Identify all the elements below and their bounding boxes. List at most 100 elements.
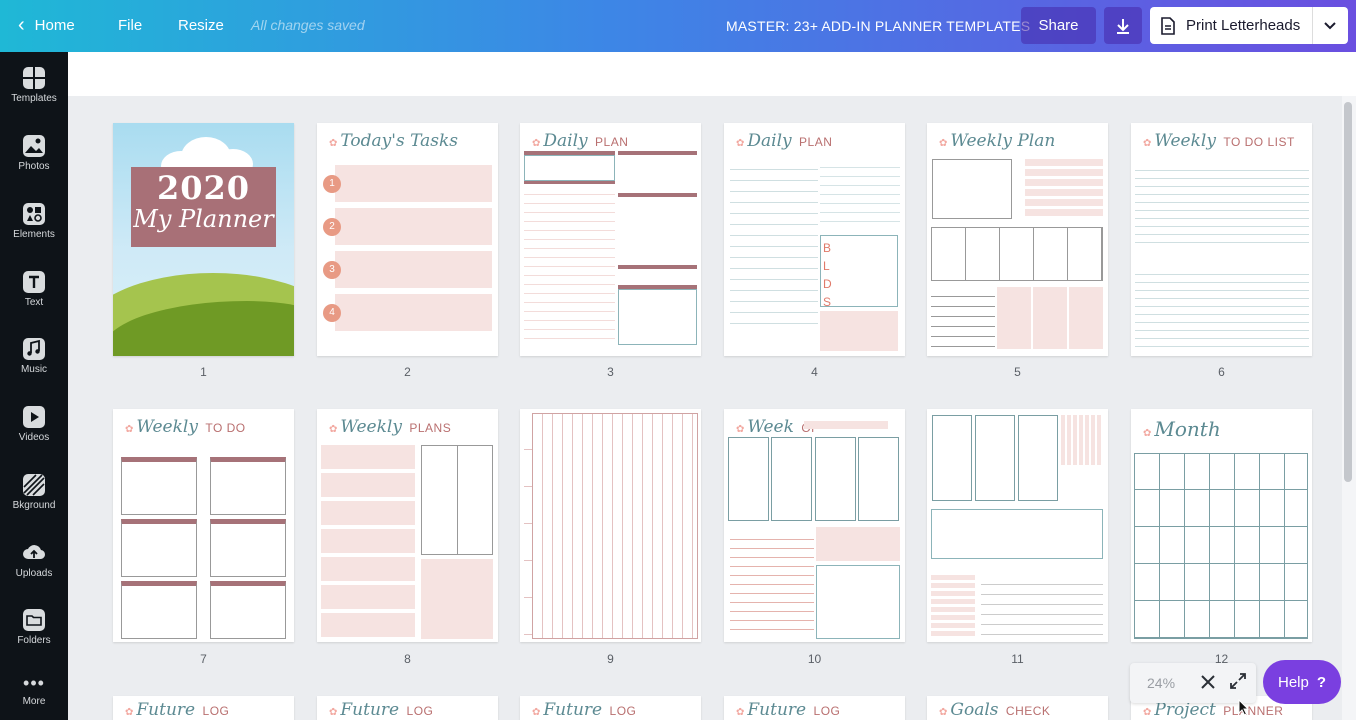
page-title: ✿ Weekly PLANS xyxy=(329,417,452,437)
sidebar-item-templates[interactable]: Templates xyxy=(0,66,68,104)
page-thumbnail-9[interactable] xyxy=(520,409,701,642)
page-thumbnail-10[interactable]: ✿Week OF xyxy=(724,409,905,642)
page-number: 10 xyxy=(807,652,822,666)
home-button[interactable]: ‹ Home xyxy=(18,14,75,36)
page-thumbnail-6[interactable]: ✿ Weekly TO DO LIST xyxy=(1131,123,1312,356)
sidebar: Templates Photos Elements Text Music Vid… xyxy=(0,52,68,720)
page-title: ✿ Daily PLAN xyxy=(736,131,833,151)
page-title: ✿ Weekly TO DO xyxy=(125,417,246,437)
more-icon: ••• xyxy=(23,673,45,693)
folders-icon xyxy=(22,608,46,632)
page-number: 3 xyxy=(607,365,614,379)
page-title: ✿ Goals CHECK xyxy=(939,700,1051,720)
print-label: Print Letterheads xyxy=(1186,17,1301,34)
templates-icon xyxy=(22,66,46,90)
cover-subtitle: My Planner xyxy=(133,205,274,233)
photos-icon xyxy=(22,134,46,158)
zoom-level[interactable]: 24% xyxy=(1147,675,1176,691)
mouse-cursor-icon xyxy=(1238,699,1250,716)
task-number-badge: 4 xyxy=(323,304,341,322)
background-icon xyxy=(22,473,46,497)
page-title: ✿ Future LOG xyxy=(736,700,841,720)
question-icon: ? xyxy=(1316,673,1327,691)
sidebar-item-photos[interactable]: Photos xyxy=(0,134,68,172)
sidebar-item-uploads[interactable]: Uploads xyxy=(0,541,68,579)
page-thumbnail-14[interactable]: ✿ Future LOG xyxy=(317,696,498,720)
page-title: ✿ Project PLANNER xyxy=(1143,700,1284,720)
page-thumbnail-12[interactable]: ✿ Month xyxy=(1131,409,1312,642)
videos-icon xyxy=(22,405,46,429)
page-title: ✿ Month xyxy=(1143,417,1221,441)
page-thumbnail-15[interactable]: ✿ Future LOG xyxy=(520,696,701,720)
chevron-down-icon[interactable] xyxy=(1322,15,1338,35)
page-thumbnail-17[interactable]: ✿ Goals CHECK xyxy=(927,696,1108,720)
sidebar-item-label: Photos xyxy=(18,161,50,172)
page-number: 2 xyxy=(404,365,411,379)
page-thumbnail-16[interactable]: ✿ Future LOG xyxy=(724,696,905,720)
page-title: ✿ Daily PLAN xyxy=(532,131,629,151)
page-title: ✿ Future LOG xyxy=(125,700,230,720)
download-button[interactable] xyxy=(1104,7,1142,44)
page-number: 9 xyxy=(607,652,614,666)
download-icon xyxy=(1117,18,1129,34)
page-number: 1 xyxy=(200,365,207,379)
print-letterheads-button[interactable]: Print Letterheads xyxy=(1150,7,1348,44)
home-label: Home xyxy=(34,16,75,34)
page-thumbnail-2[interactable]: ✿ Today's Tasks 1 2 3 4 xyxy=(317,123,498,356)
document-title[interactable]: MASTER: 23+ ADD-IN PLANNER TEMPLATES xyxy=(726,18,1031,34)
page-thumbnail-1[interactable]: 2020 My Planner xyxy=(113,123,294,356)
sidebar-item-elements[interactable]: Elements xyxy=(0,202,68,240)
page-thumbnail-13[interactable]: ✿ Future LOG xyxy=(113,696,294,720)
sidebar-item-background[interactable]: Bkground xyxy=(0,473,68,511)
page-title: ✿ Today's Tasks xyxy=(329,131,458,151)
page-number: 12 xyxy=(1214,652,1229,666)
sidebar-item-label: Folders xyxy=(17,635,51,646)
document-icon xyxy=(1161,16,1175,35)
task-number-badge: 1 xyxy=(323,175,341,193)
elements-icon xyxy=(22,202,46,226)
page-thumbnail-3[interactable]: ✿ Daily PLAN xyxy=(520,123,701,356)
page-number: 8 xyxy=(404,652,411,666)
page-thumbnail-8[interactable]: ✿ Weekly PLANS xyxy=(317,409,498,642)
sidebar-item-folders[interactable]: Folders xyxy=(0,608,68,646)
share-button[interactable]: Share xyxy=(1021,7,1096,44)
cover-year: 2020 xyxy=(156,169,251,207)
page-thumbnail-7[interactable]: ✿ Weekly TO DO xyxy=(113,409,294,642)
sidebar-item-music[interactable]: Music xyxy=(0,337,68,375)
page-thumbnail-5[interactable]: ✿ Weekly Plan xyxy=(927,123,1108,356)
uploads-icon xyxy=(22,541,46,565)
text-icon xyxy=(22,270,46,294)
sidebar-item-label: Elements xyxy=(13,229,55,240)
task-number-badge: 3 xyxy=(323,261,341,279)
sidebar-item-more[interactable]: ••• More xyxy=(0,673,68,707)
sidebar-item-label: Videos xyxy=(18,432,50,443)
resize-button[interactable]: Resize xyxy=(178,17,224,34)
page-number: 11 xyxy=(1011,652,1024,666)
sidebar-item-label: More xyxy=(22,696,46,707)
sidebar-item-label: Templates xyxy=(11,93,57,104)
close-icon xyxy=(1201,674,1215,689)
sidebar-item-label: Uploads xyxy=(15,568,53,579)
save-status: All changes saved xyxy=(251,17,365,33)
page-thumbnail-11[interactable] xyxy=(927,409,1108,642)
sidebar-item-label: Music xyxy=(20,364,48,375)
page-title: ✿ Future LOG xyxy=(532,700,637,720)
page-number: 6 xyxy=(1218,365,1225,379)
fullscreen-button[interactable] xyxy=(1229,672,1247,695)
close-grid-view-button[interactable] xyxy=(1201,672,1215,695)
scrollbar-thumb[interactable] xyxy=(1344,102,1352,482)
sidebar-item-videos[interactable]: Videos xyxy=(0,405,68,443)
task-number-badge: 2 xyxy=(323,218,341,236)
page-number: 5 xyxy=(1014,365,1021,379)
sidebar-item-text[interactable]: Text xyxy=(0,270,68,308)
page-number: 4 xyxy=(811,365,818,379)
page-title: ✿ Weekly TO DO LIST xyxy=(1143,131,1295,151)
chevron-left-icon: ‹ xyxy=(18,14,25,36)
top-toolbar: ‹ Home File Resize All changes saved MAS… xyxy=(0,0,1356,52)
canvas-header-strip xyxy=(68,52,1356,96)
sidebar-item-label: Text xyxy=(24,297,44,308)
help-button[interactable]: Help ? xyxy=(1263,660,1341,704)
file-menu-button[interactable]: File xyxy=(118,17,143,34)
